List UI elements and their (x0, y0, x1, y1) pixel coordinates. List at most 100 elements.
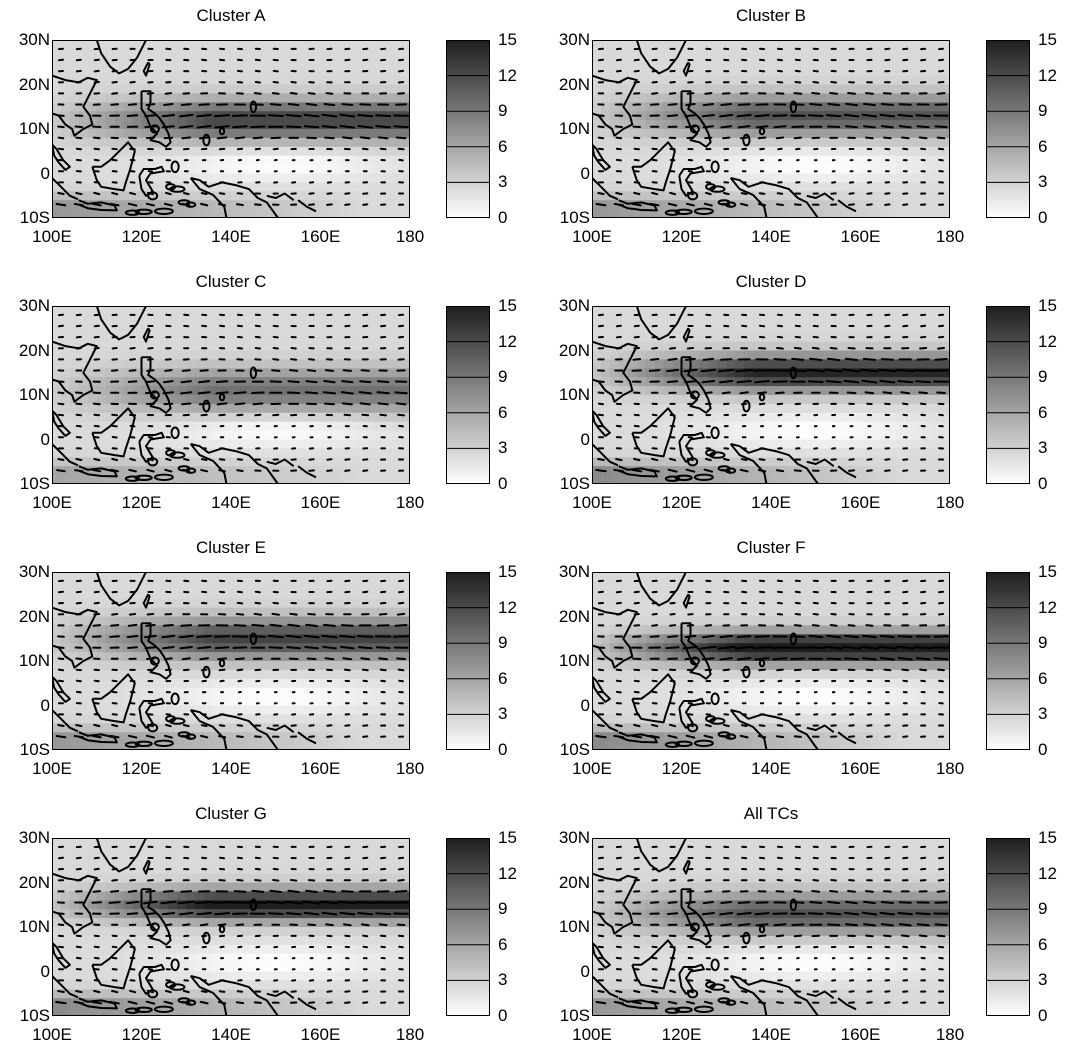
wind-speed-cell (374, 182, 384, 192)
wind-vector (95, 160, 99, 161)
wind-speed-cell (887, 209, 897, 218)
wind-speed-cell (392, 76, 402, 86)
wind-speed-cell (106, 120, 116, 130)
wind-speed-cell (133, 342, 143, 352)
wind-vector (939, 71, 943, 72)
wind-speed-cell (825, 386, 835, 396)
wind-speed-cell (744, 209, 754, 218)
wind-speed-cell (878, 49, 888, 59)
wind-speed-cell (869, 448, 879, 458)
wind-speed-cell (294, 85, 304, 95)
wind-speed-cell (240, 93, 250, 103)
wind-speed-cell (321, 138, 331, 148)
colorbar (986, 306, 1030, 484)
wind-speed-cell (392, 475, 402, 484)
wind-speed-cell (303, 93, 313, 103)
wind-speed-cell (195, 581, 205, 591)
wind-vector (796, 82, 801, 83)
wind-speed-cell (646, 359, 656, 369)
wind-speed-cell (392, 625, 402, 635)
colorbar-label: 15 (1038, 31, 1069, 49)
wind-speed-cell (682, 342, 692, 352)
wind-speed-cell (744, 342, 754, 352)
wind-vector (130, 370, 136, 371)
wind-speed-cell (843, 342, 853, 352)
wind-vector (166, 93, 172, 94)
wind-vector (866, 93, 873, 94)
wind-speed-cell (338, 182, 348, 192)
wind-speed-cell (753, 342, 763, 352)
wind-speed-cell (392, 386, 402, 396)
wind-vector (77, 337, 81, 338)
wind-speed-cell (610, 138, 620, 148)
wind-speed-cell (150, 625, 160, 635)
wind-speed-cell (637, 404, 647, 414)
wind-vector (846, 126, 857, 127)
wind-vector (668, 381, 678, 382)
latitude-label: 10N (546, 120, 590, 138)
wind-vector (274, 82, 278, 83)
wind-vector (831, 82, 836, 83)
wind-speed-cell (798, 165, 808, 175)
wind-vector (903, 470, 907, 471)
wind-speed-cell (240, 120, 250, 130)
wind-speed-cell (816, 138, 826, 148)
wind-vector (363, 204, 367, 205)
wind-speed-cell (905, 431, 915, 441)
wind-speed-cell (168, 581, 178, 591)
wind-speed-cell (52, 315, 62, 325)
latitude-label: 30N (6, 31, 50, 49)
wind-speed-cell (276, 404, 286, 414)
wind-speed-cell (159, 315, 169, 325)
wind-speed-cell (347, 625, 357, 635)
wind-vector (199, 392, 210, 393)
wind-vector (864, 359, 875, 360)
wind-speed-cell (932, 76, 942, 86)
wind-speed-cell (861, 182, 871, 192)
wind-speed-cell (186, 120, 196, 130)
wind-speed-cell (646, 138, 656, 148)
wind-speed-cell (115, 386, 125, 396)
wind-speed-cell (619, 457, 629, 467)
wind-vector (616, 193, 621, 194)
wind-vector (381, 71, 385, 72)
wind-speed-cell (115, 581, 125, 591)
wind-vector (760, 404, 765, 405)
wind-speed-cell (312, 120, 322, 130)
wind-speed-cell (70, 359, 80, 369)
latitude-label: 30N (6, 563, 50, 581)
wind-speed-cell (726, 342, 736, 352)
wind-speed-cell (276, 448, 286, 458)
wind-vector (148, 193, 153, 194)
longitude-label: 140E (741, 227, 801, 247)
wind-speed-cell (896, 431, 906, 441)
wind-speed-cell (655, 404, 665, 414)
wind-speed-cell (905, 209, 915, 218)
wind-speed-cell (374, 209, 384, 218)
wind-speed-cell (923, 431, 933, 441)
wind-speed-cell (213, 342, 223, 352)
wind-vector (76, 138, 81, 139)
wind-speed-cell (852, 182, 862, 192)
wind-speed-cell (88, 404, 98, 414)
colorbar-band (446, 377, 490, 413)
wind-vector (199, 104, 209, 105)
wind-vector (75, 204, 83, 205)
wind-vector (795, 348, 801, 349)
wind-speed-cell (816, 76, 826, 86)
colorbar (986, 40, 1030, 218)
wind-vector (253, 104, 263, 105)
wind-speed-cell (374, 431, 384, 441)
wind-speed-cell (646, 431, 656, 441)
wind-vector (197, 115, 211, 116)
wind-speed-cell (401, 49, 410, 59)
longitude-label: 120E (652, 493, 712, 513)
wind-speed-cell (267, 359, 277, 369)
wind-vector (309, 204, 314, 205)
wind-speed-cell (70, 315, 80, 325)
wind-vector (724, 459, 729, 460)
wind-speed-cell (699, 76, 709, 86)
wind-speed-cell (374, 448, 384, 458)
wind-speed-cell (619, 191, 629, 201)
wind-speed-cell (312, 138, 322, 148)
